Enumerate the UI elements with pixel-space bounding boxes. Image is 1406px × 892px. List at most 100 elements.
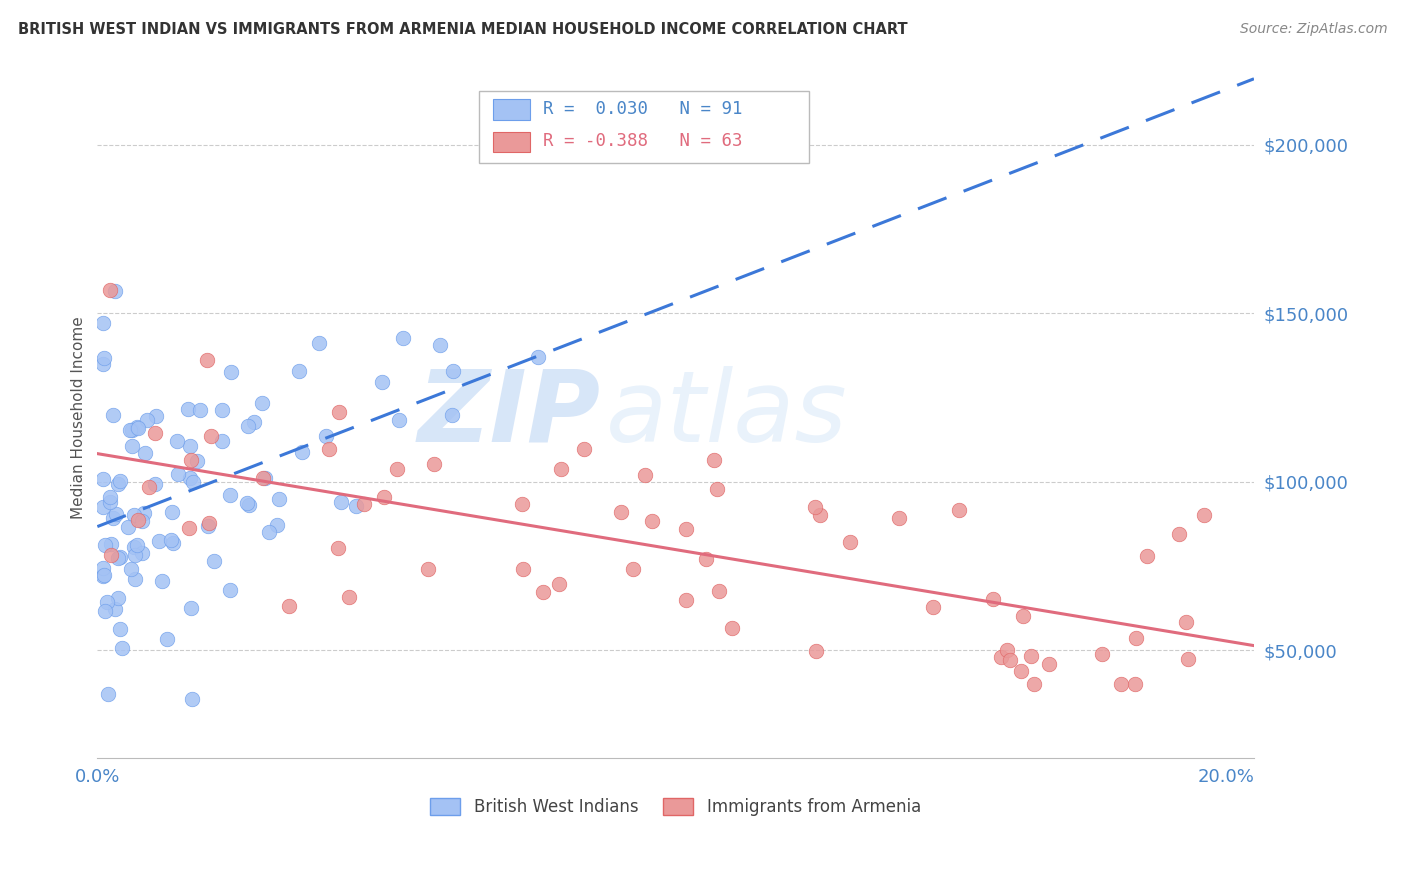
Point xyxy=(675,592,697,607)
Point xyxy=(706,482,728,496)
Point xyxy=(236,419,259,434)
Point xyxy=(107,591,129,605)
Point xyxy=(136,413,159,427)
Point xyxy=(160,505,183,519)
Point xyxy=(179,439,201,453)
Point xyxy=(118,423,141,437)
Point xyxy=(337,590,360,604)
Point xyxy=(512,562,534,576)
Point xyxy=(105,507,128,521)
Text: R = -0.388   N = 63: R = -0.388 N = 63 xyxy=(543,132,742,151)
Point xyxy=(1168,526,1191,541)
Point xyxy=(720,621,742,635)
Text: BRITISH WEST INDIAN VS IMMIGRANTS FROM ARMENIA MEDIAN HOUSEHOLD INCOME CORRELATI: BRITISH WEST INDIAN VS IMMIGRANTS FROM A… xyxy=(18,22,908,37)
Point xyxy=(423,458,446,472)
Point xyxy=(98,495,121,509)
Point xyxy=(143,476,166,491)
Legend: British West Indians, Immigrants from Armenia: British West Indians, Immigrants from Ar… xyxy=(423,791,928,823)
Point xyxy=(641,514,664,528)
Point xyxy=(162,536,184,550)
Text: Source: ZipAtlas.com: Source: ZipAtlas.com xyxy=(1240,22,1388,37)
FancyBboxPatch shape xyxy=(494,132,530,153)
Point xyxy=(634,467,657,482)
Point xyxy=(124,548,146,562)
Point xyxy=(804,644,827,658)
Point xyxy=(124,572,146,586)
Point xyxy=(91,357,114,371)
Point xyxy=(512,497,534,511)
Point xyxy=(93,351,115,365)
Text: ZIP: ZIP xyxy=(418,366,600,463)
Point xyxy=(91,500,114,514)
Point xyxy=(91,473,114,487)
Point xyxy=(103,602,125,616)
Point xyxy=(179,521,201,535)
Point xyxy=(1012,609,1035,624)
Point xyxy=(531,584,554,599)
Point xyxy=(177,402,200,417)
Point xyxy=(195,352,218,367)
Point xyxy=(252,471,274,485)
Point xyxy=(1019,649,1042,664)
Point xyxy=(127,421,149,435)
Point xyxy=(94,538,117,552)
Point xyxy=(108,549,131,564)
Point xyxy=(131,514,153,528)
Point xyxy=(145,409,167,423)
Point xyxy=(1010,665,1032,679)
Point xyxy=(219,582,242,597)
Point xyxy=(236,496,259,510)
Point xyxy=(211,402,233,417)
Point xyxy=(887,511,910,525)
Point xyxy=(808,508,831,522)
Point xyxy=(526,351,548,365)
Point xyxy=(695,552,717,566)
Point xyxy=(183,475,205,490)
Y-axis label: Median Household Income: Median Household Income xyxy=(72,317,86,519)
Point xyxy=(839,535,862,549)
Point xyxy=(131,546,153,560)
Text: atlas: atlas xyxy=(606,366,848,463)
Point xyxy=(91,561,114,575)
Point xyxy=(278,599,301,613)
Point xyxy=(610,505,633,519)
Point xyxy=(166,434,188,449)
Point xyxy=(1038,657,1060,672)
FancyBboxPatch shape xyxy=(479,91,808,162)
Point xyxy=(120,562,142,576)
Point xyxy=(344,499,367,513)
Point xyxy=(219,365,242,379)
Point xyxy=(122,540,145,554)
Point xyxy=(572,442,595,457)
Point xyxy=(190,402,212,417)
Point xyxy=(93,568,115,582)
Point xyxy=(97,687,120,701)
Point xyxy=(186,454,208,468)
Point xyxy=(179,471,201,485)
Point xyxy=(330,494,353,508)
Point xyxy=(156,632,179,646)
Point xyxy=(288,364,311,378)
Point xyxy=(1174,615,1197,629)
Point xyxy=(127,512,149,526)
Point xyxy=(373,490,395,504)
Point xyxy=(429,338,451,352)
Point xyxy=(117,519,139,533)
Point xyxy=(121,439,143,453)
Point xyxy=(211,434,233,449)
Point xyxy=(1125,632,1147,646)
Point xyxy=(416,562,439,576)
Point xyxy=(180,601,202,615)
Point xyxy=(990,650,1012,665)
Point xyxy=(803,500,825,514)
Point xyxy=(267,491,290,506)
Point xyxy=(98,490,121,504)
Point xyxy=(91,317,114,331)
Point xyxy=(108,622,131,636)
Point xyxy=(143,426,166,441)
Point xyxy=(1177,651,1199,665)
Point xyxy=(318,442,340,456)
Text: R =  0.030   N = 91: R = 0.030 N = 91 xyxy=(543,100,742,118)
Point xyxy=(353,497,375,511)
Point xyxy=(308,335,330,350)
